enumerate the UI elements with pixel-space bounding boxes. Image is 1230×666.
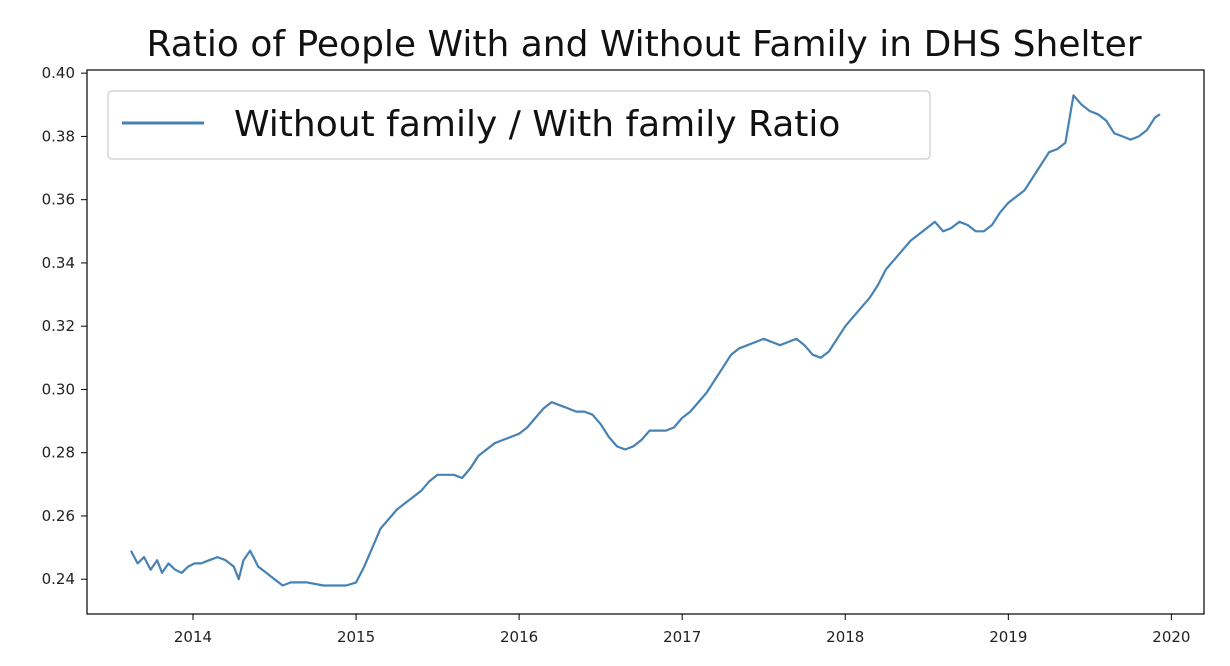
x-tick-label: 2020 — [1152, 628, 1190, 646]
x-tick-label: 2016 — [500, 628, 538, 646]
y-tick-label: 0.26 — [42, 507, 75, 525]
legend: Without family / With family Ratio — [107, 90, 931, 160]
y-tick-label: 0.40 — [42, 64, 75, 82]
x-tick-label: 2017 — [663, 628, 701, 646]
legend-box — [107, 90, 931, 160]
series-line — [130, 94, 1161, 587]
x-tick-label: 2019 — [989, 628, 1027, 646]
x-axis: 2014 2015 2016 2017 2018 2019 2020 — [174, 614, 1190, 646]
y-tick-label: 0.34 — [42, 254, 75, 272]
y-tick-label: 0.38 — [42, 127, 75, 145]
y-tick-label: 0.32 — [42, 317, 75, 335]
legend-label: Without family / With family Ratio — [234, 104, 840, 145]
chart-title: Ratio of People With and Without Family … — [146, 24, 1141, 65]
y-tick-label: 0.36 — [42, 191, 75, 209]
y-tick-label: 0.30 — [42, 380, 75, 398]
plot-area — [86, 69, 1205, 615]
series-layer — [130, 94, 1161, 587]
y-axis: 0.24 0.26 0.28 0.30 0.32 0.34 0.36 0.38 0.40 — [42, 64, 87, 588]
x-tick-label: 2015 — [337, 628, 375, 646]
plot-frame — [86, 69, 1205, 615]
x-tick-label: 2014 — [174, 628, 212, 646]
x-tick-label: 2018 — [826, 628, 864, 646]
y-tick-label: 0.28 — [42, 444, 75, 462]
y-tick-label: 0.24 — [42, 570, 75, 588]
